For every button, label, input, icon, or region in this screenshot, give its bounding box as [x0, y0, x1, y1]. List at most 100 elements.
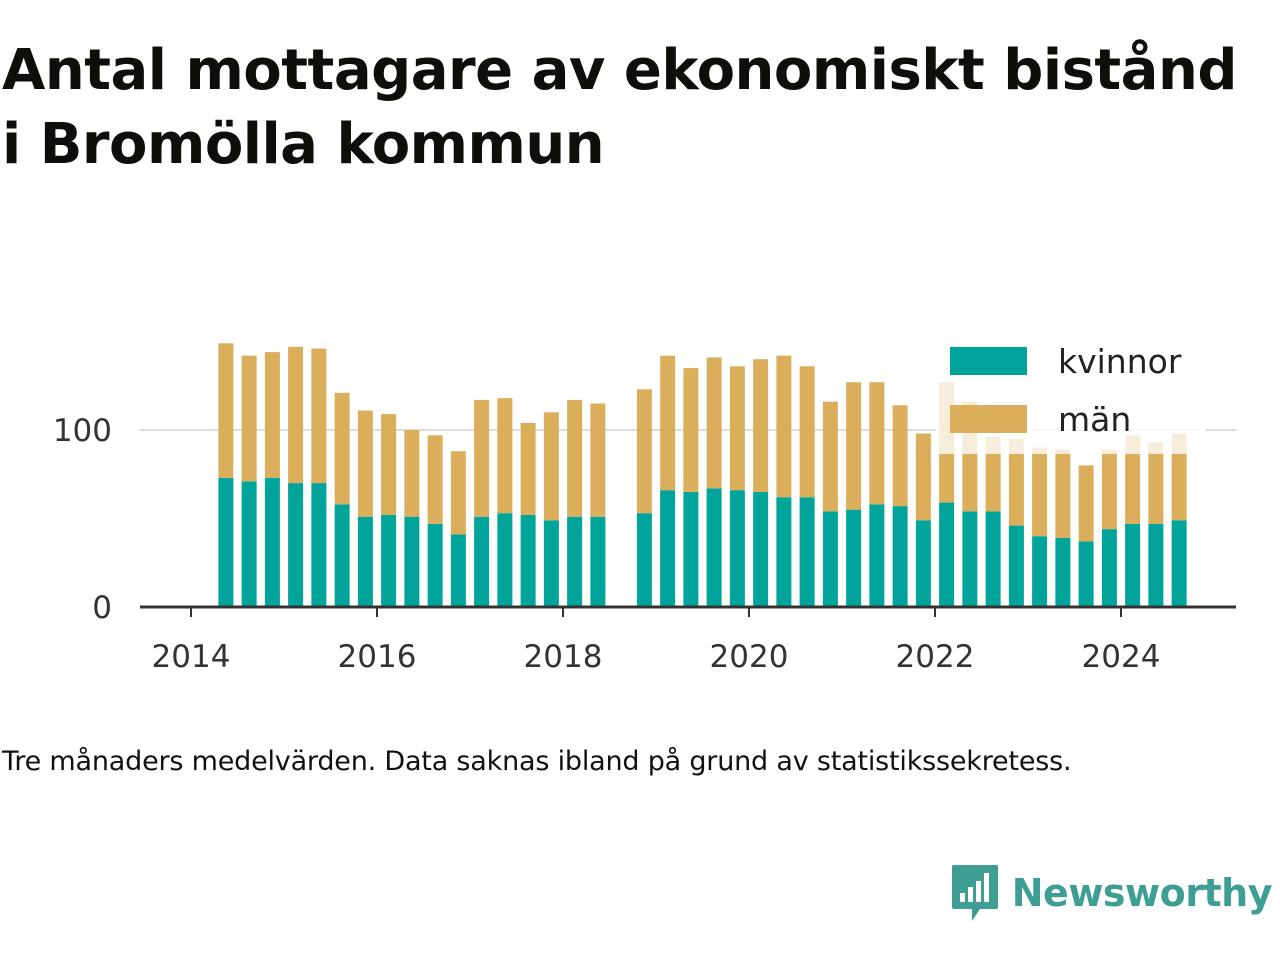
- bar-kvinnor: [706, 488, 722, 607]
- bar-man: [683, 368, 699, 492]
- bar-man: [567, 399, 583, 517]
- bar-kvinnor: [1008, 525, 1024, 607]
- bar-kvinnor: [1171, 520, 1187, 607]
- bar-man: [590, 403, 606, 517]
- bar-kvinnor: [264, 477, 280, 607]
- bar-kvinnor: [822, 511, 838, 607]
- bar-man: [1125, 435, 1141, 524]
- bar-kvinnor: [1101, 529, 1117, 607]
- bar-man: [892, 405, 908, 507]
- bar-kvinnor: [497, 513, 513, 607]
- bar-man: [846, 382, 862, 510]
- chart-area: 2014 2016 2018 2020 2022 2024 0 100 kvinnor män: [0, 300, 1280, 700]
- bar-man: [543, 412, 559, 521]
- legend: kvinnor män: [936, 336, 1206, 454]
- bar-kvinnor: [1055, 537, 1071, 607]
- bar-man: [264, 352, 280, 478]
- bar-man: [753, 359, 769, 492]
- bar-man: [869, 382, 885, 505]
- bar-man: [520, 422, 536, 515]
- bar-man: [1101, 449, 1117, 530]
- legend-swatch: [950, 347, 1027, 375]
- bar-man: [776, 355, 792, 498]
- chart-title: Antal mottagare av ekonomiskt bistånd i …: [2, 38, 1237, 177]
- bar-kvinnor: [869, 504, 885, 607]
- bar-kvinnor: [474, 516, 490, 607]
- bar-man: [427, 435, 443, 524]
- brand-logo: Newsworthy: [950, 862, 1273, 924]
- bar-man: [497, 398, 513, 514]
- bar-kvinnor: [636, 513, 652, 607]
- bar-kvinnor: [776, 497, 792, 607]
- y-tick-label: 0: [92, 590, 112, 626]
- bar-man: [334, 392, 350, 505]
- bar-kvinnor: [939, 502, 955, 607]
- bar-kvinnor: [450, 534, 466, 607]
- bar-kvinnor: [288, 483, 304, 607]
- bar-kvinnor: [915, 520, 931, 607]
- bar-kvinnor: [892, 506, 908, 607]
- bar-kvinnor: [381, 514, 397, 607]
- bar-kvinnor: [590, 516, 606, 607]
- bar-man: [799, 366, 815, 498]
- bar-kvinnor: [311, 483, 327, 607]
- stacked-bar-chart: 2014 2016 2018 2020 2022 2024 0 100 kvinnor män: [53, 336, 1236, 675]
- bar-kvinnor: [1078, 541, 1094, 607]
- chart-footnote: Tre månaders medelvärden. Data saknas ib…: [2, 746, 1072, 777]
- x-tick-label: 2024: [1082, 639, 1161, 675]
- bar-kvinnor: [427, 523, 443, 607]
- bar-kvinnor: [753, 491, 769, 607]
- bar-chart-speech-bubble-icon: [951, 865, 998, 921]
- bar-kvinnor: [799, 497, 815, 607]
- bar-kvinnor: [683, 491, 699, 607]
- legend-swatch: [950, 405, 1027, 433]
- x-tick-label: 2014: [152, 639, 231, 675]
- bar-kvinnor: [520, 514, 536, 607]
- bar-man: [311, 348, 327, 484]
- bar-kvinnor: [567, 516, 583, 607]
- bar-man: [822, 401, 838, 512]
- bar-man: [985, 437, 1001, 512]
- bar-kvinnor: [1032, 536, 1048, 607]
- bar-man: [474, 399, 490, 517]
- x-tick-label: 2018: [524, 639, 603, 675]
- x-tick-label: 2022: [896, 639, 975, 675]
- bar-man: [636, 389, 652, 514]
- bar-man: [1008, 438, 1024, 526]
- bar-kvinnor: [404, 516, 420, 607]
- brand-name: Newsworthy: [1011, 871, 1273, 915]
- bar-man: [1171, 433, 1187, 521]
- bar-man: [729, 366, 745, 491]
- bar-kvinnor: [660, 490, 676, 607]
- bar-kvinnor: [729, 490, 745, 607]
- bar-man: [1055, 449, 1071, 538]
- bar-kvinnor: [218, 477, 234, 607]
- bar-man: [706, 357, 722, 489]
- bar-man: [450, 451, 466, 535]
- bar-man: [660, 355, 676, 491]
- bar-man: [241, 355, 257, 482]
- bar-man: [357, 410, 373, 517]
- bar-kvinnor: [1125, 523, 1141, 607]
- bar-kvinnor: [241, 481, 257, 607]
- y-tick-label: 100: [53, 413, 112, 449]
- x-tick-label: 2020: [710, 639, 789, 675]
- axis-layer: 2014 2016 2018 2020 2022 2024 0 100: [53, 413, 1236, 675]
- bar-man: [404, 430, 420, 517]
- bar-man: [381, 414, 397, 515]
- bar-kvinnor: [543, 520, 559, 607]
- bar-kvinnor: [1148, 523, 1164, 607]
- legend-label: män: [1058, 400, 1131, 439]
- bar-kvinnor: [962, 511, 978, 607]
- bar-man: [1148, 442, 1164, 524]
- x-tick-label: 2016: [338, 639, 417, 675]
- bar-man: [288, 346, 304, 484]
- bar-kvinnor: [846, 509, 862, 607]
- bar-man: [218, 343, 234, 478]
- bar-man: [915, 433, 931, 521]
- bar-kvinnor: [985, 511, 1001, 607]
- bar-man: [1078, 465, 1094, 542]
- bar-kvinnor: [357, 516, 373, 607]
- legend-label: kvinnor: [1058, 342, 1182, 381]
- bar-man: [1032, 447, 1048, 537]
